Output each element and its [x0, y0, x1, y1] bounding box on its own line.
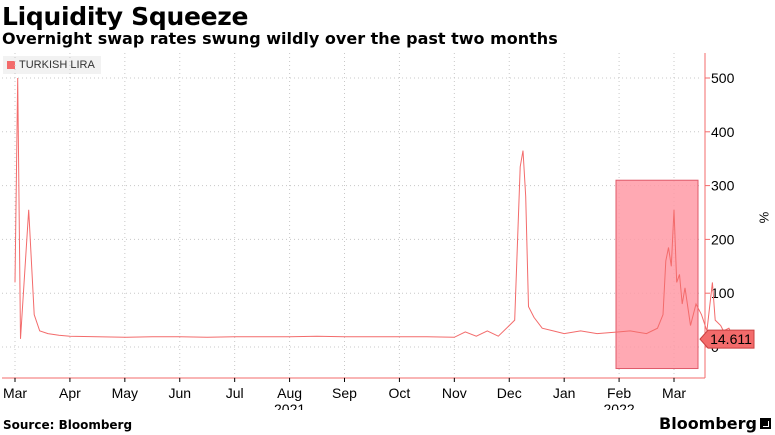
x-tick-label: Mar — [3, 385, 27, 401]
x-tick-label: Jan — [553, 385, 576, 401]
x-tick-label: Apr — [59, 385, 81, 401]
x-tick-label: Mar — [662, 385, 686, 401]
x-tick-label: May — [112, 385, 138, 401]
x-tick-label: Aug — [277, 385, 302, 401]
chart-subtitle: Overnight swap rates swung wildly over t… — [2, 29, 558, 48]
x-tick-label: Dec — [497, 385, 522, 401]
legend-swatch — [7, 61, 15, 69]
year-label-2021: 2021 — [274, 401, 305, 410]
x-tick-label: Jun — [168, 385, 191, 401]
y-axis-label: % — [756, 211, 772, 224]
y-tick-label: 100 — [711, 285, 735, 301]
x-tick-label: Nov — [442, 385, 467, 401]
y-tick-label: 300 — [711, 178, 735, 194]
x-tick-label: Oct — [389, 385, 411, 401]
bloomberg-logo: Bloomberg — [659, 414, 771, 433]
chart-title: Liquidity Squeeze — [2, 2, 249, 31]
last-value-badge — [699, 329, 755, 349]
x-tick-label: Sep — [332, 385, 357, 401]
series-line-turkish-lira — [14, 77, 735, 340]
x-tick-label: Jul — [226, 385, 244, 401]
last-value-label: 14.611 — [710, 331, 752, 347]
y-tick-label: 500 — [711, 70, 735, 86]
chart-svg: 0100200300400500MarAprMayJunJulAugSepOct… — [2, 53, 755, 410]
bloomberg-icon — [760, 418, 771, 429]
x-tick-label: Feb — [607, 385, 631, 401]
y-tick-label: 200 — [711, 231, 735, 247]
legend: TURKISH LIRA — [3, 56, 101, 74]
year-label-2022: 2022 — [604, 401, 635, 410]
y-tick-label: 400 — [711, 124, 735, 140]
highlight-box — [615, 179, 699, 370]
source-note: Source: Bloomberg — [3, 418, 133, 432]
legend-label: TURKISH LIRA — [19, 59, 95, 71]
brand-name: Bloomberg — [659, 414, 757, 433]
